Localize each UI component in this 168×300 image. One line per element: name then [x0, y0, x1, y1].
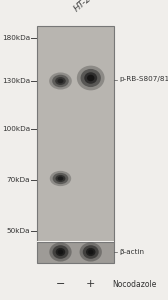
Ellipse shape: [80, 242, 102, 262]
Ellipse shape: [58, 250, 63, 254]
Ellipse shape: [88, 250, 94, 254]
Ellipse shape: [49, 72, 72, 89]
Ellipse shape: [52, 245, 68, 259]
Text: 130kDa: 130kDa: [2, 78, 30, 84]
Bar: [37, 26, 114, 242]
Ellipse shape: [52, 75, 69, 87]
Ellipse shape: [49, 242, 72, 262]
Text: 180kDa: 180kDa: [2, 34, 30, 40]
Text: −: −: [56, 279, 65, 290]
Ellipse shape: [86, 248, 95, 256]
Text: p-RB-S807/811: p-RB-S807/811: [119, 76, 168, 82]
Ellipse shape: [55, 175, 66, 182]
Ellipse shape: [56, 248, 65, 256]
Text: 50kDa: 50kDa: [6, 228, 30, 234]
Text: 100kDa: 100kDa: [2, 126, 30, 132]
Text: +: +: [86, 279, 95, 290]
Ellipse shape: [83, 245, 99, 259]
Text: HT-29: HT-29: [72, 0, 98, 14]
Ellipse shape: [50, 171, 71, 186]
Ellipse shape: [57, 79, 64, 83]
Ellipse shape: [53, 173, 68, 184]
Text: 70kDa: 70kDa: [6, 177, 30, 183]
Ellipse shape: [55, 77, 66, 85]
Ellipse shape: [87, 75, 94, 81]
Bar: [37, 241, 114, 242]
Ellipse shape: [77, 66, 104, 90]
Bar: [37, 242, 114, 262]
Ellipse shape: [58, 176, 63, 181]
Ellipse shape: [84, 72, 97, 84]
Ellipse shape: [81, 69, 101, 87]
Text: β-actin: β-actin: [119, 249, 144, 255]
Text: Nocodazole: Nocodazole: [112, 280, 157, 289]
